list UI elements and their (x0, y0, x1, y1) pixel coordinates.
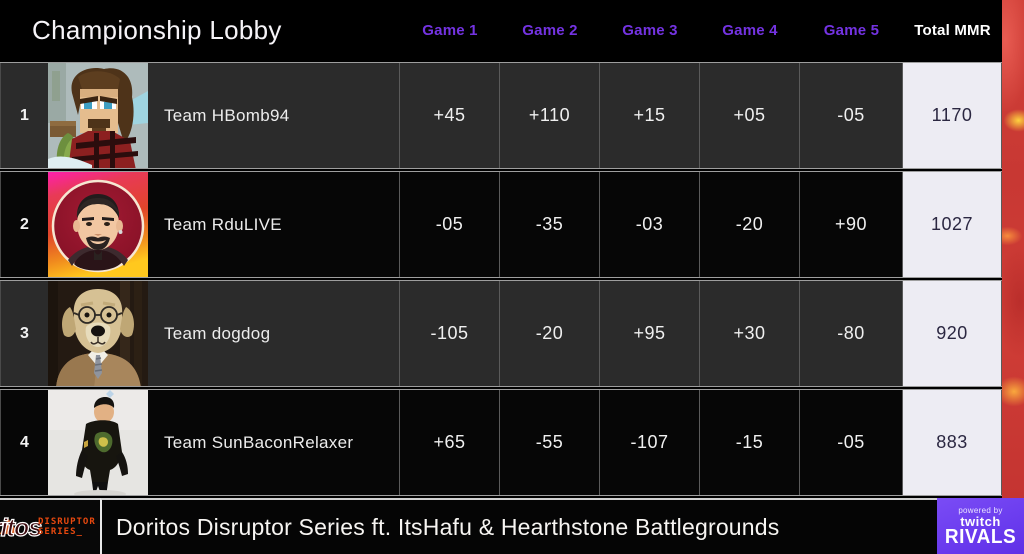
table-row: 2 (0, 171, 1002, 278)
avatar-dogdog-photo (48, 281, 148, 386)
leaderboard-table: Championship Lobby Game 1 Game 2 Game 3 … (0, 0, 1002, 496)
team-name: Team HBomb94 (148, 63, 400, 168)
disruptor-line1: DISRUPTOR (38, 517, 96, 527)
doritos-disruptor-logo: ritos DISRUPTOR SERIES_ (0, 498, 100, 554)
column-header-total-mmr: Total MMR (914, 21, 991, 39)
avatar-sunbaconrelaxer-photo (48, 390, 148, 495)
powered-by-label: powered by (958, 505, 1003, 515)
table-row: 4 Team S (0, 389, 1002, 496)
table-row: 3 (0, 280, 1002, 387)
avatar (48, 281, 148, 386)
twitch-wordmark: twitch (960, 513, 1001, 529)
score-cell: -15 (700, 390, 800, 495)
disruptor-series-label: DISRUPTOR SERIES_ (38, 517, 96, 537)
table-row: 1 (0, 62, 1002, 169)
doritos-wordmark: ritos (0, 513, 43, 542)
twitch-rivals-logo: powered by twitch RIVALS (937, 498, 1024, 554)
score-cell: -20 (700, 172, 800, 277)
score-cell: -20 (500, 281, 600, 386)
score-cell: +95 (600, 281, 700, 386)
event-caption-area: Doritos Disruptor Series ft. ItsHafu & H… (100, 498, 937, 554)
disruptor-line2: SERIES_ (38, 527, 83, 537)
avatar (48, 63, 148, 168)
score-cell: -80 (800, 281, 903, 386)
column-header-game5: Game 5 (823, 21, 880, 39)
chili-texture-strip (1002, 0, 1024, 502)
page-title: Championship Lobby (32, 14, 282, 45)
footer-bar: ritos DISRUPTOR SERIES_ Doritos Disrupto… (0, 498, 1024, 554)
total-mmr-cell: 1027 (903, 172, 1002, 277)
score-cell: +45 (400, 63, 500, 168)
score-cell: -107 (600, 390, 700, 495)
avatar (48, 172, 148, 277)
rank-number: 2 (0, 172, 48, 277)
rank-number: 3 (0, 281, 48, 386)
column-header-game1: Game 1 (422, 21, 478, 39)
score-cell: +65 (400, 390, 500, 495)
score-cell: +15 (600, 63, 700, 168)
team-name: Team dogdog (148, 281, 400, 386)
avatar-rdulive-illustration (48, 172, 148, 277)
score-cell: -05 (400, 172, 500, 277)
score-cell: +30 (700, 281, 800, 386)
score-cell: -105 (400, 281, 500, 386)
rank-number: 4 (0, 390, 48, 495)
column-header-game3: Game 3 (622, 21, 678, 39)
avatar (48, 390, 148, 495)
score-cell: -35 (500, 172, 600, 277)
score-cell: +90 (800, 172, 903, 277)
column-header-game4: Game 4 (722, 21, 778, 39)
score-cell: -05 (800, 63, 903, 168)
score-cell: +05 (700, 63, 800, 168)
total-mmr-cell: 1170 (903, 63, 1002, 168)
team-name: Team SunBaconRelaxer (148, 390, 400, 495)
column-header-game2: Game 2 (522, 21, 578, 39)
table-header: Championship Lobby Game 1 Game 2 Game 3 … (0, 0, 1002, 60)
score-cell: -05 (800, 390, 903, 495)
score-cell: -03 (600, 172, 700, 277)
total-mmr-cell: 883 (903, 390, 1002, 495)
team-name: Team RduLIVE (148, 172, 400, 277)
score-cell: -55 (500, 390, 600, 495)
rank-number: 1 (0, 63, 48, 168)
event-caption: Doritos Disruptor Series ft. ItsHafu & H… (116, 513, 780, 540)
score-cell: +110 (500, 63, 600, 168)
total-mmr-cell: 920 (903, 281, 1002, 386)
avatar-hbomb94-illustration (48, 63, 148, 168)
rivals-wordmark: RIVALS (944, 525, 1017, 548)
